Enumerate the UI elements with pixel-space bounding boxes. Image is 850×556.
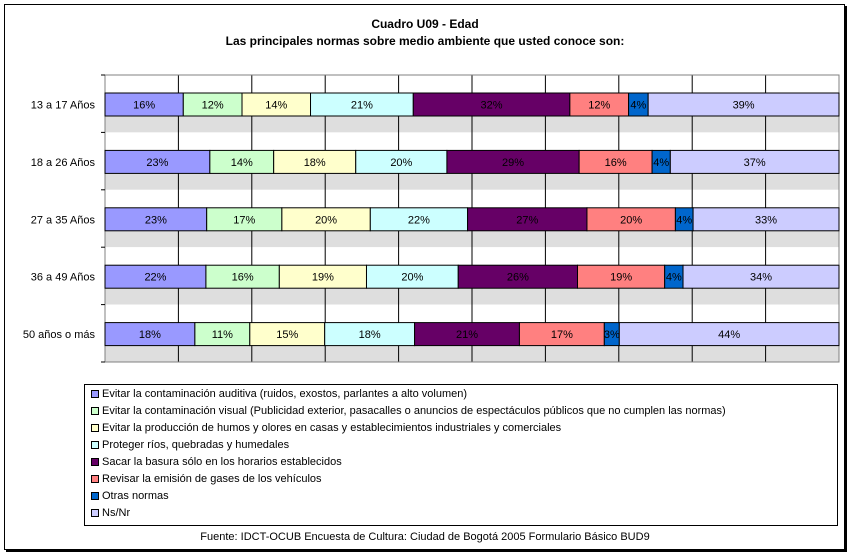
data-label: 16% bbox=[605, 157, 627, 169]
chart-subtitle: Las principales normas sobre medio ambie… bbox=[225, 34, 625, 48]
chart-title: Cuadro U09 - Edad bbox=[371, 17, 479, 31]
legend-label: Evitar la contaminación visual (Publicid… bbox=[102, 405, 726, 417]
data-label: 17% bbox=[551, 329, 573, 341]
legend-item: Evitar la producción de humos y olores e… bbox=[91, 422, 561, 434]
plot-area: 13 a 17 Años 16% 12% 14% 21% 32% 12% 4% 39% 18 a … bbox=[23, 74, 840, 363]
legend-label: Evitar la contaminación auditiva (ruidos… bbox=[102, 388, 468, 400]
data-label: 20% bbox=[401, 272, 423, 284]
legend-swatch bbox=[91, 407, 99, 415]
data-label: 3% bbox=[604, 329, 620, 341]
data-label: 22% bbox=[408, 214, 430, 226]
data-label: 21% bbox=[456, 329, 478, 341]
data-label: 26% bbox=[507, 272, 529, 284]
data-label: 22% bbox=[144, 272, 166, 284]
data-label: 19% bbox=[312, 272, 334, 284]
data-label: 32% bbox=[481, 100, 503, 112]
bar-segment bbox=[669, 149, 840, 174]
category-label: 18 a 26 Años bbox=[31, 157, 96, 169]
data-label: 37% bbox=[744, 157, 766, 169]
data-label: 33% bbox=[755, 214, 777, 226]
legend-item: Evitar la contaminación auditiva (ruidos… bbox=[91, 388, 467, 400]
legend-swatch bbox=[91, 458, 99, 466]
legend-swatch bbox=[91, 509, 99, 517]
data-label: 29% bbox=[502, 157, 524, 169]
legend-item: Ns/Nr bbox=[91, 507, 130, 519]
legend-label: Evitar la producción de humos y olores e… bbox=[102, 422, 562, 434]
data-label: 20% bbox=[620, 214, 642, 226]
data-label: 4% bbox=[630, 100, 646, 112]
legend-swatch bbox=[91, 492, 99, 500]
bar-segment bbox=[692, 207, 840, 232]
legend-swatch bbox=[91, 475, 99, 483]
data-label: 18% bbox=[304, 157, 326, 169]
data-label: 16% bbox=[133, 100, 155, 112]
legend-label: Proteger ríos, quebradas y humedales bbox=[102, 439, 290, 451]
legend-swatch bbox=[91, 424, 99, 432]
category-label: 13 a 17 Años bbox=[31, 100, 96, 112]
data-label: 23% bbox=[146, 157, 168, 169]
data-label: 4% bbox=[666, 272, 682, 284]
data-label: 11% bbox=[212, 329, 233, 341]
data-label: 20% bbox=[390, 157, 412, 169]
bar-segment bbox=[682, 264, 840, 289]
data-label: 18% bbox=[139, 329, 161, 341]
legend-swatch bbox=[91, 441, 99, 449]
data-label: 17% bbox=[233, 214, 255, 226]
source-note: Fuente: IDCT-OCUB Encuesta de Cultura: C… bbox=[200, 531, 650, 543]
category-label: 27 a 35 Años bbox=[31, 214, 96, 226]
data-label: 4% bbox=[653, 157, 669, 169]
data-label: 23% bbox=[145, 214, 167, 226]
data-label: 20% bbox=[315, 214, 337, 226]
legend-label: Sacar la basura sólo en los horarios est… bbox=[102, 456, 342, 468]
data-label: 39% bbox=[733, 100, 755, 112]
data-label: 12% bbox=[202, 100, 224, 112]
legend-label: Revisar la emisión de gases de los vehíc… bbox=[102, 473, 322, 485]
category-label: 36 a 49 Años bbox=[31, 272, 96, 284]
bar-segment bbox=[647, 92, 840, 117]
bar-segment bbox=[618, 322, 840, 347]
data-label: 21% bbox=[351, 100, 373, 112]
legend-item: Evitar la contaminación visual (Publicid… bbox=[91, 405, 726, 417]
legend-item: Sacar la basura sólo en los horarios est… bbox=[91, 456, 342, 468]
data-label: 44% bbox=[718, 329, 740, 341]
data-label: 27% bbox=[516, 214, 538, 226]
legend-label: Otras normas bbox=[102, 490, 169, 502]
data-label: 14% bbox=[265, 100, 287, 112]
legend: Evitar la contaminación auditiva (ruidos… bbox=[84, 384, 838, 526]
data-label: 15% bbox=[276, 329, 298, 341]
legend-swatch bbox=[91, 390, 99, 398]
category-label: 50 años o más bbox=[23, 329, 96, 341]
data-label: 16% bbox=[232, 272, 254, 284]
data-label: 19% bbox=[610, 272, 632, 284]
data-label: 14% bbox=[231, 157, 253, 169]
data-label: 34% bbox=[750, 272, 772, 284]
legend-item: Revisar la emisión de gases de los vehíc… bbox=[91, 473, 322, 485]
legend-item: Proteger ríos, quebradas y humedales bbox=[91, 439, 289, 451]
legend-item: Otras normas bbox=[91, 490, 169, 502]
data-label: 4% bbox=[676, 214, 692, 226]
legend-label: Ns/Nr bbox=[102, 507, 131, 519]
data-label: 12% bbox=[588, 100, 610, 112]
data-label: 18% bbox=[359, 329, 381, 341]
